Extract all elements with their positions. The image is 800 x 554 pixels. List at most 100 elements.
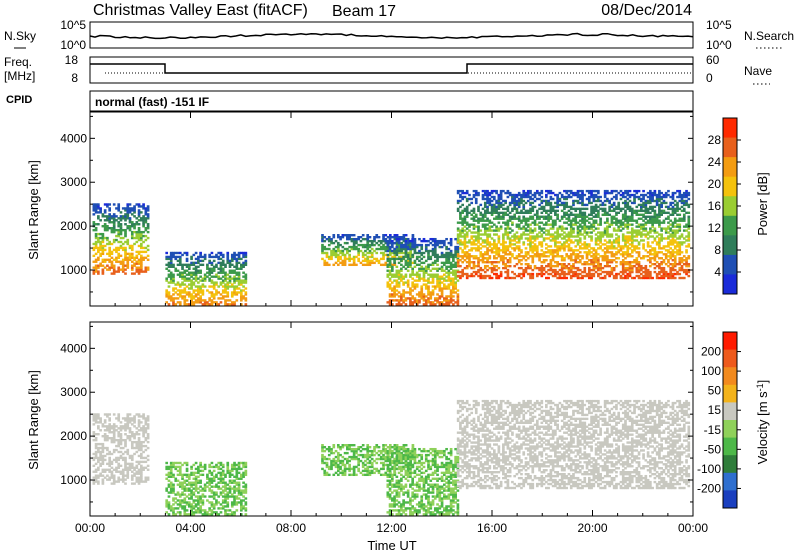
power-cell <box>639 197 643 201</box>
power-cell <box>431 303 435 306</box>
power-cell <box>424 239 428 243</box>
power-cell <box>567 233 571 236</box>
power-cell <box>533 229 537 232</box>
power-cell <box>101 272 105 275</box>
power-cell <box>587 227 591 230</box>
power-cell <box>633 193 636 197</box>
power-cell <box>438 297 442 300</box>
power-cell <box>139 232 143 236</box>
power-cell <box>486 201 489 205</box>
power-cell <box>590 223 593 226</box>
power-cell <box>244 303 248 306</box>
power-cell <box>680 197 684 201</box>
power-cell <box>587 191 591 195</box>
power-cell <box>502 262 505 266</box>
power-cell <box>651 193 654 197</box>
power-cell <box>413 251 417 255</box>
power-cell <box>599 262 602 266</box>
power-cell <box>397 295 401 298</box>
power-cell <box>653 221 657 224</box>
power-cell <box>626 197 630 201</box>
power-cell <box>597 274 600 278</box>
power-cell <box>167 297 171 300</box>
power-cell <box>495 261 498 264</box>
nave-tick-bottom: 0 <box>706 71 713 85</box>
power-cell <box>364 237 367 241</box>
power-cell <box>531 274 535 278</box>
power-cell <box>172 265 175 268</box>
power-cell <box>615 251 618 254</box>
power-cell <box>172 289 175 292</box>
power-cell <box>633 189 636 193</box>
power-cell <box>194 279 198 282</box>
power-cell <box>578 213 582 216</box>
power-cell <box>99 211 102 214</box>
power-cell <box>644 223 648 226</box>
velocity-cell <box>130 417 134 420</box>
colorbar-swatch <box>723 176 737 197</box>
power-cell <box>190 271 193 274</box>
power-cell <box>531 201 535 205</box>
power-cell <box>545 237 548 240</box>
power-cell <box>597 195 600 199</box>
velocity-cell <box>126 427 130 430</box>
power-cell <box>456 303 460 306</box>
power-cell <box>409 263 412 267</box>
power-cell <box>590 274 593 278</box>
power-cell <box>395 243 399 247</box>
power-cell <box>673 257 677 260</box>
power-cell <box>465 221 469 224</box>
power-cell <box>461 211 465 215</box>
power-cell <box>624 201 627 205</box>
power-cell <box>513 195 517 199</box>
power-cell <box>590 213 593 216</box>
power-cell <box>585 243 589 246</box>
power-cell <box>551 257 555 260</box>
power-cell <box>630 193 634 197</box>
power-cell <box>404 234 408 237</box>
power-cell <box>382 263 385 267</box>
power-cell <box>208 297 211 300</box>
power-cell <box>404 261 408 265</box>
power-cell <box>549 259 553 262</box>
power-cell <box>128 246 132 250</box>
power-cell <box>226 251 230 255</box>
power-cell <box>165 279 169 282</box>
power-cell <box>470 197 474 201</box>
power-cell <box>230 259 234 263</box>
power-cell <box>327 247 331 251</box>
power-cell <box>497 251 501 254</box>
power-cell <box>529 241 532 244</box>
power-cell <box>474 237 478 240</box>
power-cell <box>682 199 686 203</box>
power-cell <box>554 211 557 215</box>
power-cell <box>542 272 546 276</box>
power-cell <box>472 189 476 193</box>
power-cell <box>139 266 143 269</box>
power-cell <box>603 264 607 268</box>
power-cell <box>117 268 121 271</box>
power-cell <box>449 297 453 300</box>
power-cell <box>215 289 218 292</box>
power-cell <box>583 274 587 278</box>
power-cell <box>169 279 173 282</box>
power-cell <box>608 259 611 262</box>
power-cell <box>178 275 182 278</box>
power-cell <box>454 263 457 267</box>
power-cell <box>343 255 347 259</box>
power-cell <box>644 229 648 232</box>
velocity-cell <box>119 470 123 473</box>
power-cell <box>610 223 614 226</box>
power-cell <box>144 219 148 222</box>
power-cell <box>375 251 379 255</box>
power-cell <box>583 237 587 240</box>
power-cell <box>621 221 625 224</box>
power-cell <box>551 197 555 201</box>
power-cell <box>94 268 98 271</box>
power-cell <box>630 217 634 220</box>
power-cell <box>244 259 248 263</box>
power-cell <box>124 240 127 244</box>
power-cell <box>325 237 329 241</box>
power-cell <box>578 195 582 199</box>
power-cell <box>529 231 532 234</box>
